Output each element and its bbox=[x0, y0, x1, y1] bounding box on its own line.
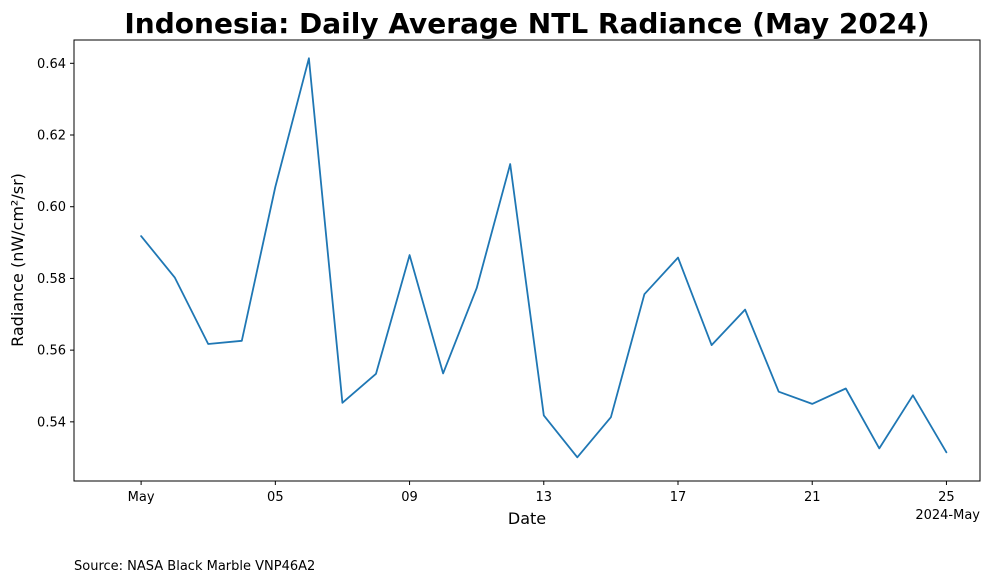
series-line-radiance bbox=[140, 57, 948, 459]
x-axis-offset-label: 2024-May bbox=[915, 508, 980, 523]
x-tick-label: May bbox=[128, 490, 155, 505]
y-tick-label: 0.60 bbox=[37, 200, 66, 215]
y-tick-label: 0.64 bbox=[37, 57, 66, 72]
source-note: Source: NASA Black Marble VNP46A2 bbox=[74, 559, 316, 574]
y-tick-label: 0.58 bbox=[37, 272, 66, 287]
x-tick-label: 25 bbox=[938, 490, 955, 505]
plot-area: 0.54 0.56 0.58 0.60 0.62 0.64 May 05 09 13 17 21 25 bbox=[37, 39, 981, 505]
x-tick-label: 21 bbox=[804, 490, 821, 505]
x-axis-label: Date bbox=[508, 509, 546, 528]
x-tick-label: 05 bbox=[267, 490, 284, 505]
y-axis-label: Radiance (nW/cm²/sr) bbox=[8, 173, 27, 347]
y-tick-label: 0.62 bbox=[37, 129, 66, 144]
x-tick-label: 13 bbox=[536, 490, 553, 505]
x-tick-label: 09 bbox=[401, 490, 418, 505]
y-tick-label: 0.54 bbox=[37, 415, 66, 430]
plot-frame bbox=[73, 39, 981, 482]
y-tick-label: 0.56 bbox=[37, 344, 66, 359]
chart-title: Indonesia: Daily Average NTL Radiance (M… bbox=[124, 7, 929, 40]
x-tick-label: 17 bbox=[670, 490, 687, 505]
